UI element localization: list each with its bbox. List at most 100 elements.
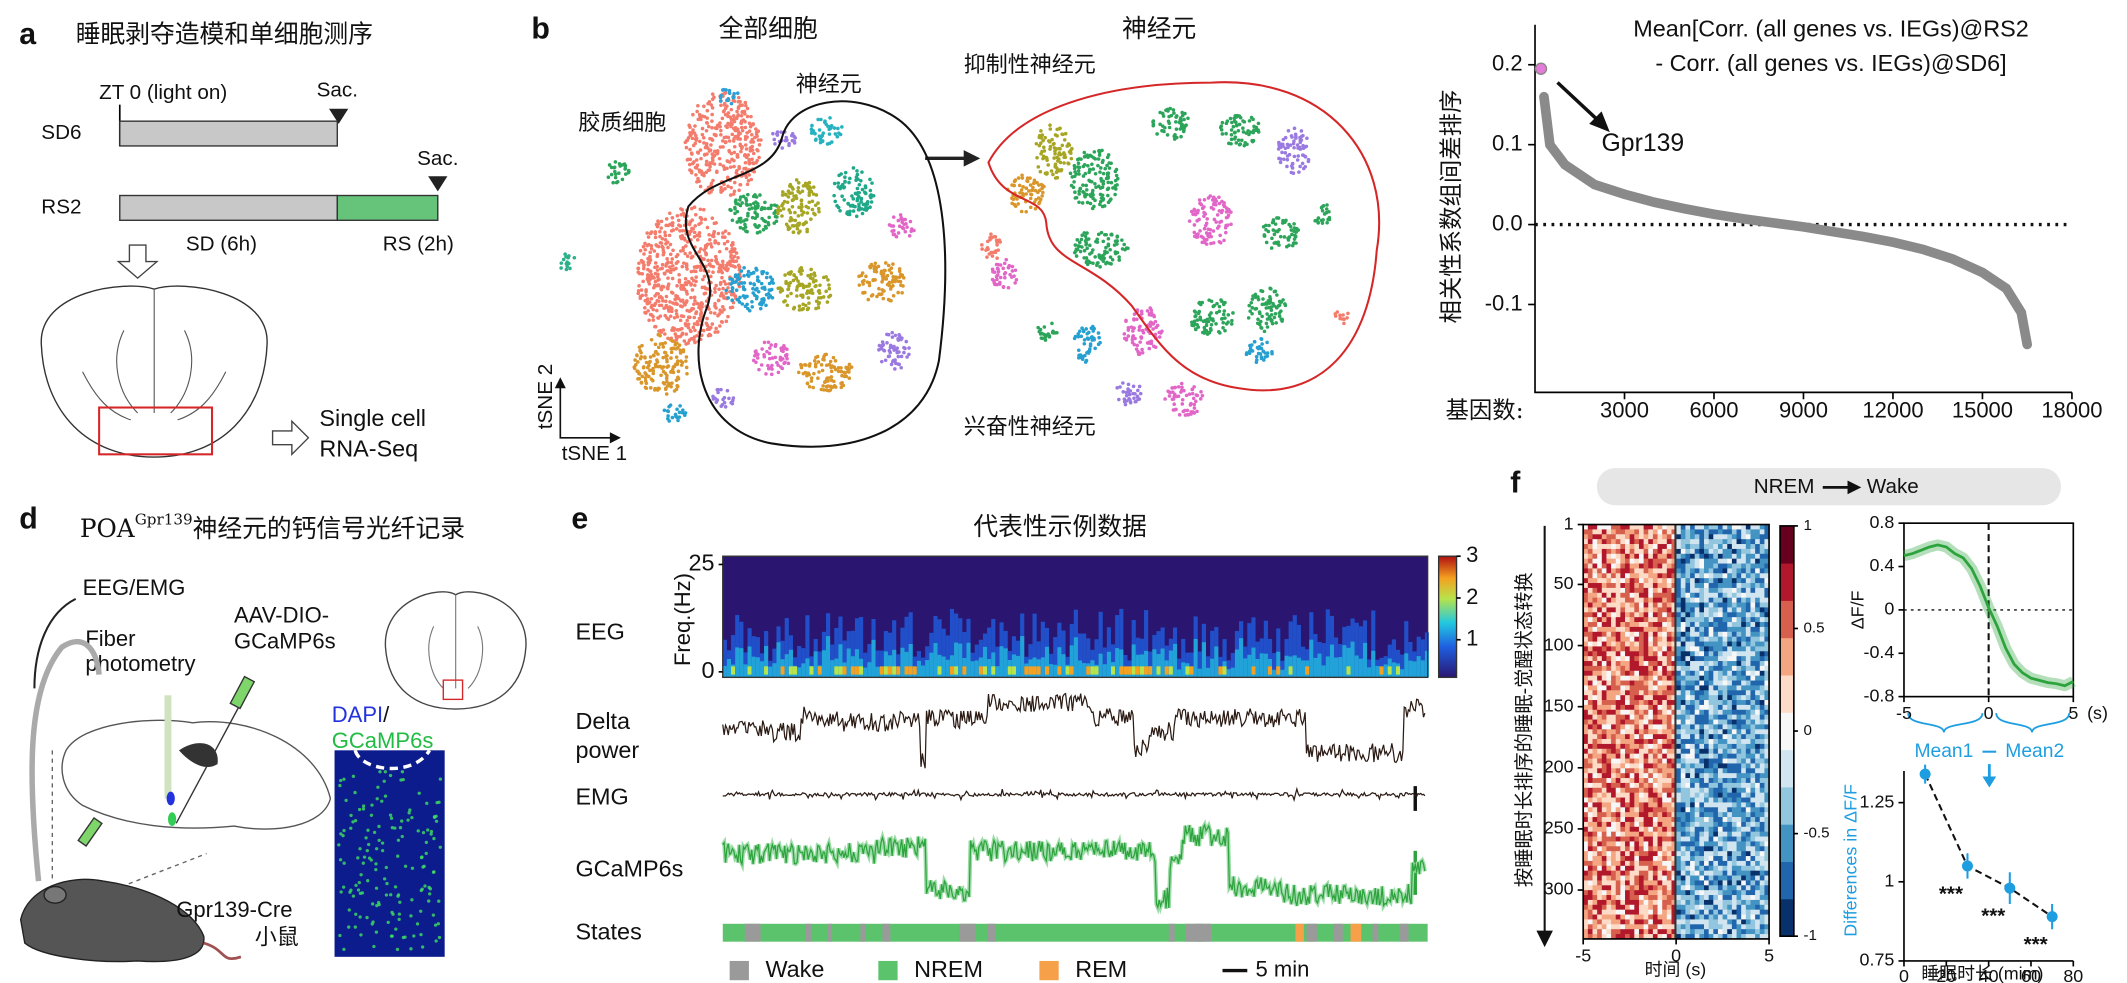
cell-dot <box>824 289 828 294</box>
cell-dot <box>1283 303 1288 308</box>
cell-dot <box>689 229 693 234</box>
heatmap-cell <box>1643 587 1649 594</box>
heatmap-cell <box>1643 578 1649 584</box>
cell-dot <box>1097 153 1102 157</box>
cell-dot <box>757 155 761 160</box>
heatmap-cell <box>1741 587 1747 594</box>
heatmap-cell <box>1601 670 1607 677</box>
cell-dot <box>559 261 564 265</box>
heatmap-cell <box>1694 607 1700 613</box>
heatmap-cell <box>1643 612 1649 618</box>
heatmap-cell <box>1638 607 1645 613</box>
heatmap-cell <box>1620 646 1626 652</box>
heatmap-cell <box>1764 641 1770 647</box>
brain-detail <box>82 289 227 421</box>
heatmap-cell <box>1606 661 1612 667</box>
state-segment <box>1196 923 1211 942</box>
stain-label: DAPI/ <box>332 702 390 727</box>
cell-dot <box>1078 186 1082 191</box>
heatmap-cell <box>1587 544 1593 550</box>
arrow-head <box>1589 111 1610 133</box>
cell-dot <box>816 201 820 205</box>
heatmap-cell <box>1652 690 1658 696</box>
heatmap-cell <box>1704 656 1710 662</box>
cell-dot <box>893 359 897 363</box>
heatmap-cell <box>1694 602 1700 608</box>
cell-dot <box>1229 133 1234 137</box>
cell-dot <box>1103 232 1107 237</box>
cell-dot <box>664 294 669 299</box>
cell-dot <box>680 410 685 415</box>
heatmap-cell <box>1638 626 1645 633</box>
cell-dot <box>1137 325 1142 330</box>
heatmap-cell <box>1671 675 1677 681</box>
heatmap-cell <box>1690 690 1696 696</box>
heatmap-cell <box>1625 524 1631 530</box>
heatmap-cell <box>1694 553 1700 560</box>
cell-dot <box>1108 255 1113 259</box>
cell-dot <box>681 349 686 354</box>
cell-dot <box>1272 232 1277 237</box>
cell-dot <box>734 116 739 121</box>
heatmap-cell <box>1606 656 1612 662</box>
cell-dot <box>1074 195 1079 200</box>
heatmap-cell <box>1750 690 1756 696</box>
cell-dot <box>847 180 851 185</box>
cell-dot <box>699 117 703 122</box>
cell-dot <box>645 243 649 248</box>
cell-dot <box>707 99 712 104</box>
heatmap-cell <box>1606 578 1612 584</box>
heatmap-cell <box>1764 568 1770 574</box>
heatmap-cell <box>1731 578 1737 584</box>
cell-dot <box>724 291 728 295</box>
cell-dot <box>708 238 712 242</box>
cell-dot <box>1057 151 1062 155</box>
cell-dot <box>729 151 734 156</box>
heatmap-cell <box>1708 641 1714 647</box>
heatmap-cell <box>1648 695 1654 701</box>
heatmap-cell <box>1666 612 1672 618</box>
cell-dot <box>676 418 680 423</box>
cell-dot <box>1121 390 1126 394</box>
heatmap-cell <box>1648 544 1654 550</box>
cell-dot <box>674 308 679 313</box>
cell-dot <box>727 396 731 401</box>
cell-dot <box>720 304 725 309</box>
heatmap-cell <box>1731 587 1737 594</box>
cell-dot <box>1163 397 1167 401</box>
heatmap-cell <box>1620 558 1626 564</box>
cell-dot <box>889 284 894 289</box>
cell-dot <box>696 103 700 108</box>
panel-label: e <box>571 502 588 535</box>
heatmap-cell <box>1643 617 1649 623</box>
heatmap-cell <box>1620 656 1626 662</box>
cell-dot <box>1167 125 1172 130</box>
cell-dot <box>1033 206 1038 211</box>
heatmap-cell <box>1717 626 1724 633</box>
cell-dot <box>665 316 669 320</box>
cell-dot <box>736 99 741 104</box>
cell-dot <box>737 300 742 304</box>
cell-dot <box>1106 176 1110 180</box>
heatmap-cell <box>1643 563 1649 569</box>
cell-dot <box>655 358 659 362</box>
cell-dot <box>731 95 735 99</box>
heatmap-cell <box>1666 553 1672 560</box>
cell-dot <box>743 222 747 227</box>
heatmap-cell <box>1727 553 1733 560</box>
heatmap-cell <box>1694 675 1700 681</box>
heatmap-cell <box>1615 656 1621 662</box>
heatmap-cell <box>1638 583 1645 589</box>
heatmap-cell <box>1722 592 1728 599</box>
cell-dot <box>660 262 665 267</box>
heatmap-cell <box>1694 548 1700 555</box>
cell-dot <box>680 326 684 331</box>
cell-dot <box>1157 335 1162 339</box>
cell-dot <box>1211 318 1215 323</box>
heatmap-cell <box>1699 548 1705 555</box>
cell-dot <box>729 120 734 125</box>
heatmap-cell <box>1652 544 1658 550</box>
heatmap-cell <box>1611 661 1617 667</box>
heatmap-cell <box>1611 670 1617 677</box>
cell-dot <box>607 163 612 167</box>
